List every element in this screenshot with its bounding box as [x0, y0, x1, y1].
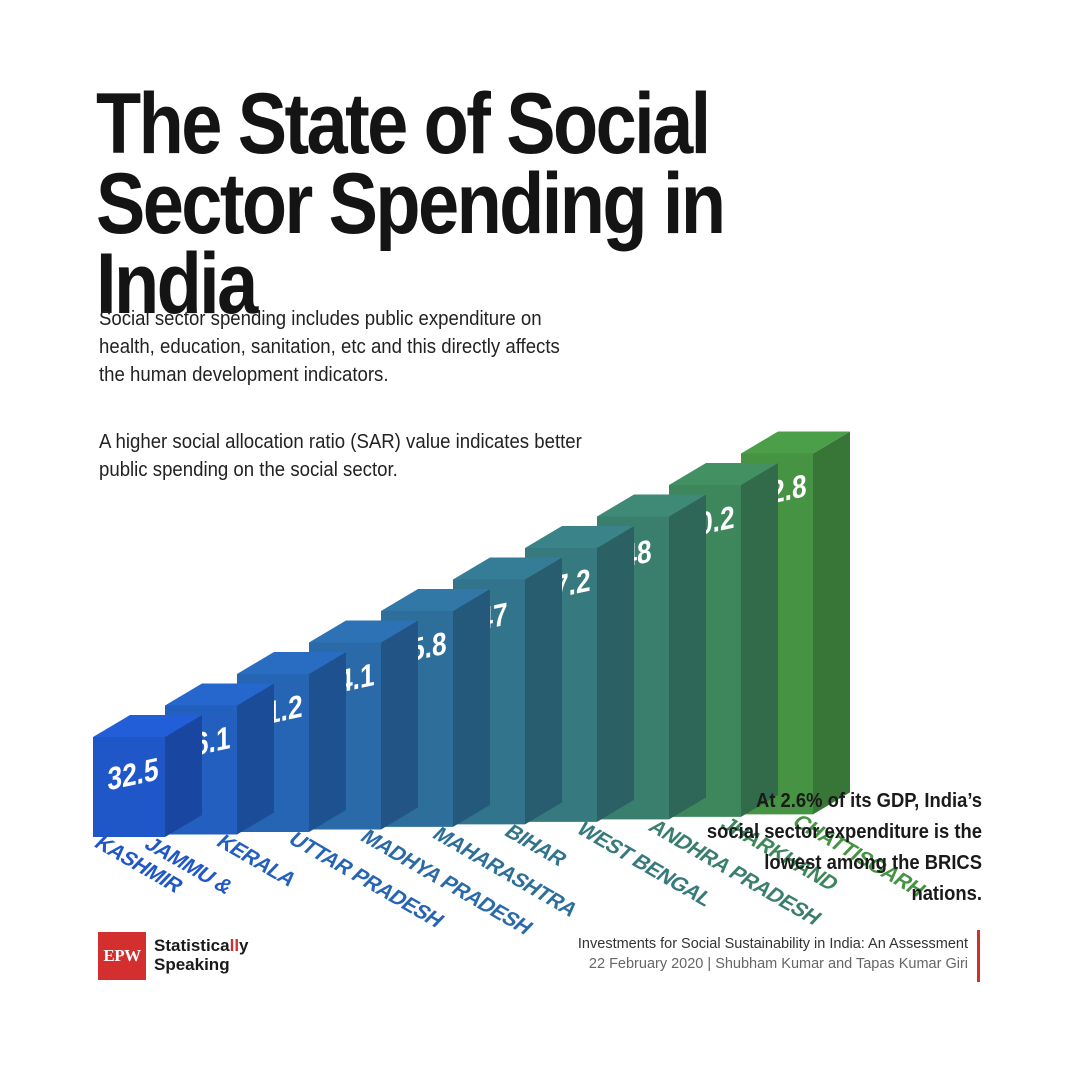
bar-side-9: [741, 463, 778, 817]
title-line-1: The State of Social: [96, 76, 711, 172]
epw-logo: EPW: [98, 932, 146, 980]
intro-paragraph-2: A higher social allocation ratio (SAR) v…: [99, 431, 582, 481]
intro-paragraph-1: Social sector spending includes public e…: [99, 308, 560, 386]
logo-line-2: Speaking: [154, 955, 230, 974]
bar-top-6: [453, 557, 562, 580]
bar-side-4: [381, 620, 418, 830]
logo-wordmark: Statistically Speaking: [154, 936, 249, 974]
bar-side-6: [525, 557, 562, 825]
bar-top-10: [741, 431, 850, 454]
bar-top-8: [597, 494, 706, 517]
title-line-2: Sector Spending in India: [96, 156, 726, 332]
bar-side-10: [813, 431, 850, 815]
bar-side-5: [453, 589, 490, 827]
bar-top-1: [93, 715, 202, 737]
bar-side-8: [669, 494, 706, 820]
source-citation: Investments for Social Sustainability in…: [578, 934, 968, 974]
bar-top-4: [309, 620, 418, 643]
bar-side-2: [237, 683, 274, 835]
bar-side-1: [165, 715, 202, 837]
source-accent-rule: [977, 930, 980, 982]
bar-top-5: [381, 589, 490, 611]
source-byline: 22 February 2020 | Shubham Kumar and Tap…: [588, 956, 968, 972]
bar-side-3: [309, 652, 346, 832]
source-title: Investments for Social Sustainability in…: [577, 936, 968, 952]
logo-line-1: Statistically: [154, 936, 249, 955]
page-title: The State of Social Sector Spending in I…: [96, 76, 870, 332]
bar-side-7: [597, 526, 634, 822]
bar-front-1: [93, 737, 165, 837]
bar-1: 32.5: [93, 715, 202, 837]
bar-top-9: [669, 463, 778, 485]
gdp-note: At 2.6% of its GDP, India’s social secto…: [706, 790, 982, 905]
bar-top-2: [165, 683, 274, 706]
bar-top-3: [237, 652, 346, 674]
bar-top-7: [525, 526, 634, 548]
